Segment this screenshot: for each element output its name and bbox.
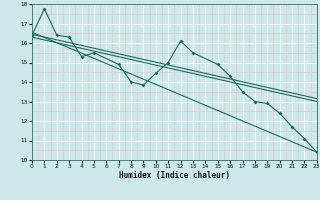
X-axis label: Humidex (Indice chaleur): Humidex (Indice chaleur) [119,171,230,180]
